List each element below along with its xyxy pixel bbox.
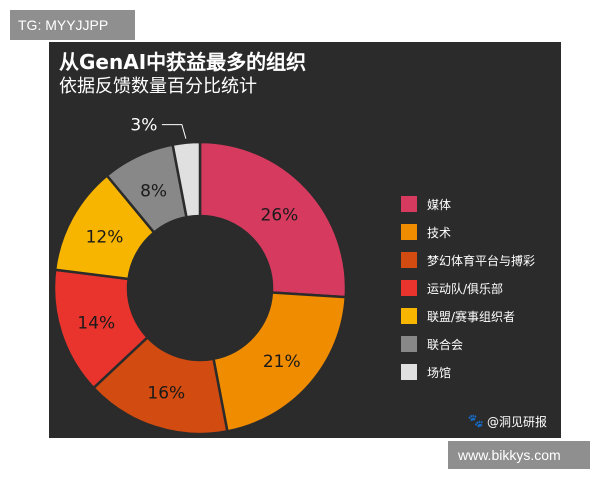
data-label-5: 8%: [140, 181, 167, 201]
legend-swatch-0: [401, 196, 417, 212]
legend-swatch-4: [401, 308, 417, 324]
slice-1: [212, 291, 348, 433]
site-watermark: www.bikkys.com: [448, 441, 590, 469]
legend-item-3: 运动队/俱乐部: [401, 279, 535, 297]
legend-item-4: 联盟/赛事组织者: [401, 307, 535, 325]
legend-label-3: 运动队/俱乐部: [427, 281, 504, 296]
legend-item-6: 场馆: [401, 363, 535, 381]
data-label-6: 3%: [130, 116, 157, 136]
legend-swatch-2: [401, 252, 417, 268]
legend-item-2: 梦幻体育平台与搏彩: [401, 251, 535, 269]
legend-swatch-1: [401, 224, 417, 240]
legend-item-1: 技术: [401, 223, 535, 241]
tg-watermark: TG: MYYJJPP: [10, 10, 135, 40]
source-credit: 🐾 @洞见研报: [468, 413, 547, 430]
slice-0: [198, 140, 348, 299]
leader-line-6: [161, 124, 187, 139]
legend-label-0: 媒体: [427, 197, 452, 212]
chart-legend: 媒体技术梦幻体育平台与搏彩 运动队/俱乐部 联盟/赛事组织者 联合会场馆: [401, 195, 535, 391]
credit-text: @洞见研报: [486, 415, 547, 429]
legend-label-6: 场馆: [427, 365, 452, 380]
data-label-0: 26%: [261, 205, 299, 225]
data-label-1: 21%: [263, 352, 301, 372]
legend-label-4: 联盟/赛事组织者: [427, 309, 516, 324]
chart-title: 从GenAI中获益最多的组织: [59, 50, 307, 74]
legend-label-2: 梦幻体育平台与搏彩: [427, 253, 536, 268]
data-label-4: 12%: [86, 227, 124, 247]
paw-icon: 🐾: [467, 414, 484, 429]
legend-label-1: 技术: [427, 225, 452, 240]
chart-card: 从GenAI中获益最多的组织 依据反馈数量百分比统计 26% 21% 16% 14% 1…: [49, 42, 561, 438]
legend-swatch-6: [401, 364, 417, 380]
legend-item-0: 媒体: [401, 195, 535, 213]
slice-6: [171, 140, 202, 219]
legend-item-5: 联合会: [401, 335, 535, 353]
data-label-3: 14%: [77, 314, 115, 334]
chart-subtitle: 依据反馈数量百分比统计: [59, 76, 257, 97]
legend-swatch-3: [401, 280, 417, 296]
data-label-2: 16%: [147, 384, 185, 404]
legend-label-5: 联合会: [427, 337, 464, 352]
legend-swatch-5: [401, 336, 417, 352]
donut-chart: 26% 21% 16% 14% 12% 8% 3%: [52, 116, 348, 436]
